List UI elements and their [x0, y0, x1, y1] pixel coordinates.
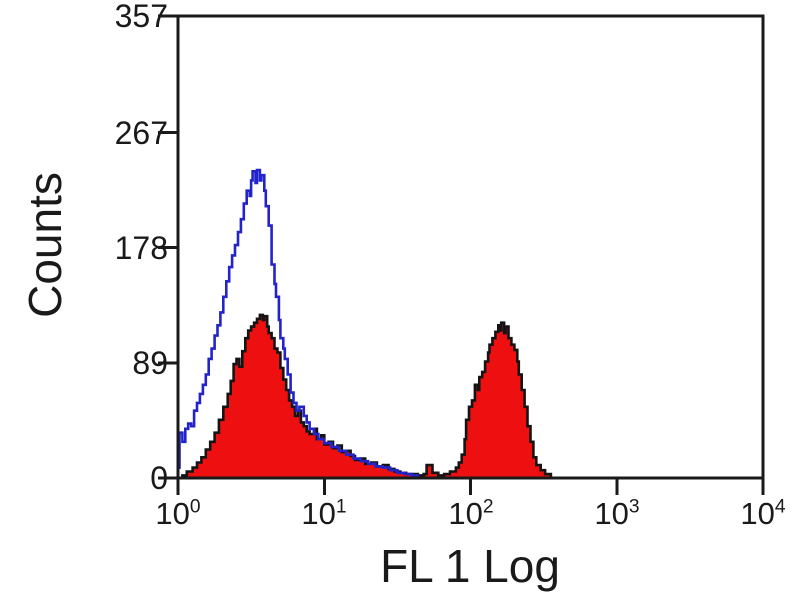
- y-tick-label: 267: [114, 115, 168, 151]
- x-tick-base: 10: [594, 496, 629, 531]
- y-tick-label: 89: [132, 345, 168, 381]
- x-tick-base: 10: [740, 496, 775, 531]
- y-tick-label: 357: [114, 0, 168, 34]
- x-tick-exp: 3: [628, 496, 640, 518]
- x-tick-exp: 2: [482, 496, 494, 518]
- x-tick-exp: 1: [335, 496, 347, 518]
- x-axis-title: FL 1 Log: [380, 540, 560, 592]
- x-tick-base: 10: [301, 496, 336, 531]
- x-tick-exp: 4: [774, 496, 786, 518]
- histogram-filled-red: [178, 313, 553, 480]
- histogram-outline-blue: [178, 168, 420, 478]
- x-tick-base: 10: [155, 496, 190, 531]
- y-tick-label: 0: [150, 460, 168, 496]
- x-tick-exp: 0: [189, 496, 201, 518]
- y-tick-label: 178: [114, 230, 168, 266]
- x-tick-label: 102: [426, 496, 516, 532]
- x-tick-label: 103: [572, 496, 662, 532]
- x-tick-label: 104: [718, 496, 800, 532]
- x-tick-label: 100: [133, 496, 223, 532]
- y-axis-title: Counts: [19, 172, 71, 318]
- x-tick-label: 101: [279, 496, 369, 532]
- x-tick-base: 10: [448, 496, 483, 531]
